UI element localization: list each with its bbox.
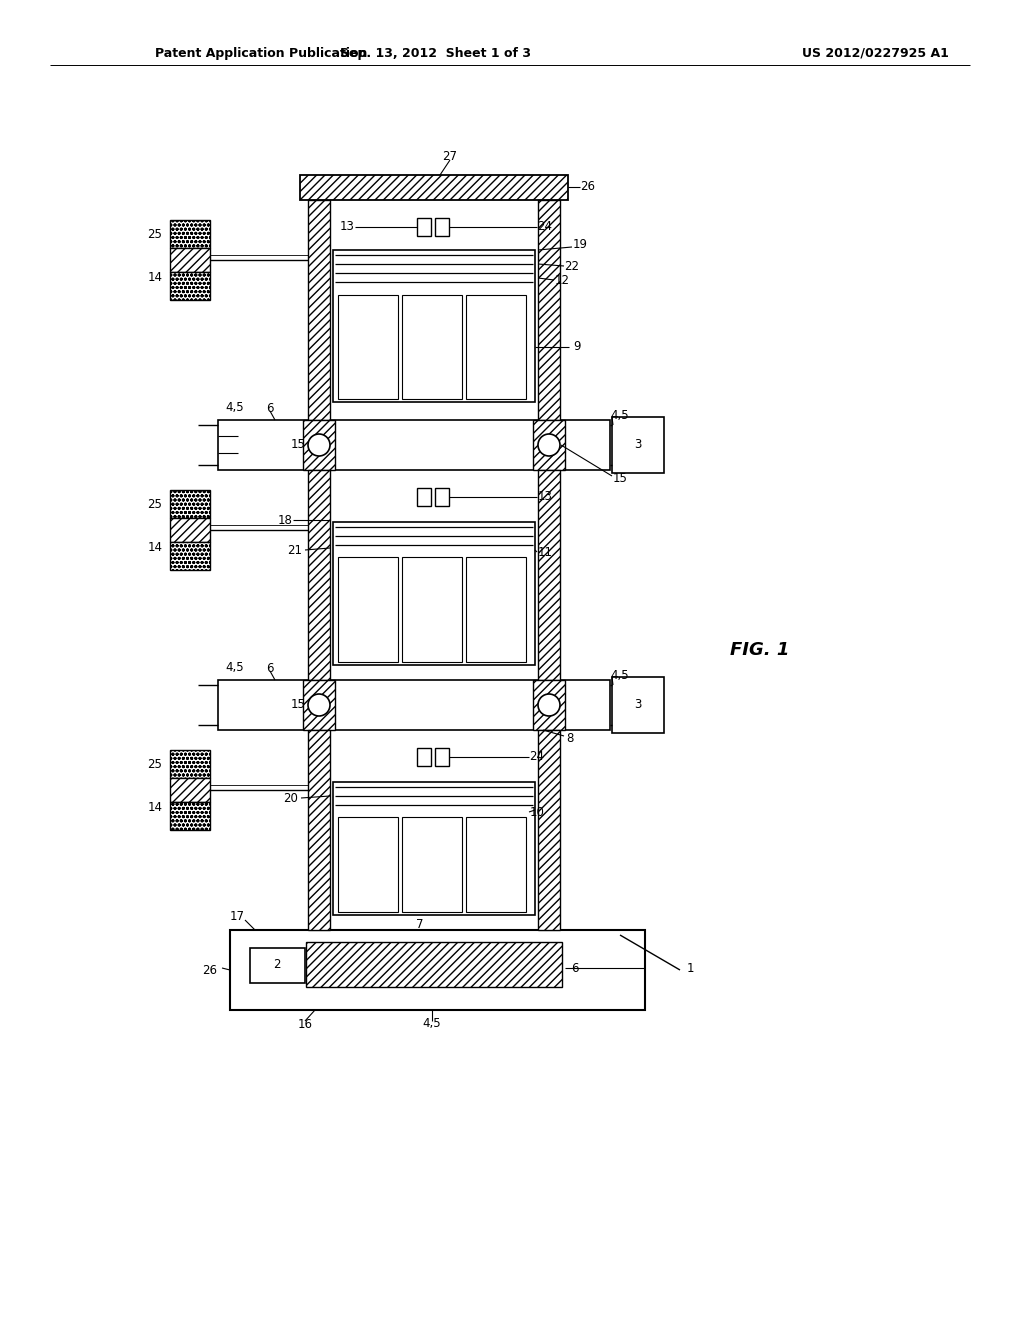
Text: 16: 16 xyxy=(298,1018,312,1031)
Text: 14: 14 xyxy=(147,541,163,554)
Bar xyxy=(170,750,210,777)
Text: 4,5: 4,5 xyxy=(610,668,630,681)
Bar xyxy=(534,420,565,470)
Text: 25: 25 xyxy=(147,498,163,511)
Bar xyxy=(538,470,560,680)
Text: 19: 19 xyxy=(572,239,588,252)
Text: 4,5: 4,5 xyxy=(423,1018,441,1031)
Bar xyxy=(308,470,330,680)
Text: 2: 2 xyxy=(273,958,281,972)
Text: Sep. 13, 2012  Sheet 1 of 3: Sep. 13, 2012 Sheet 1 of 3 xyxy=(340,46,530,59)
Bar xyxy=(170,803,210,830)
Text: 8: 8 xyxy=(566,731,573,744)
Text: 11: 11 xyxy=(538,545,553,558)
Text: 24: 24 xyxy=(529,751,545,763)
Bar xyxy=(534,680,565,730)
Text: Patent Application Publication: Patent Application Publication xyxy=(155,46,368,59)
Text: 18: 18 xyxy=(278,513,293,527)
Text: 12: 12 xyxy=(555,273,569,286)
Bar xyxy=(338,817,398,912)
Bar xyxy=(612,677,664,733)
Text: 24: 24 xyxy=(538,220,553,234)
Text: FIG. 1: FIG. 1 xyxy=(730,642,790,659)
Text: 20: 20 xyxy=(284,792,298,804)
Text: 13: 13 xyxy=(538,491,552,503)
Text: 10: 10 xyxy=(529,805,545,818)
Text: 25: 25 xyxy=(147,228,163,242)
Circle shape xyxy=(308,694,330,715)
Text: 7: 7 xyxy=(416,919,424,932)
Bar xyxy=(402,557,462,663)
Bar xyxy=(333,781,535,915)
Bar xyxy=(435,748,449,766)
Bar xyxy=(338,294,398,399)
Text: 9: 9 xyxy=(573,341,581,354)
Text: 4,5: 4,5 xyxy=(225,661,245,675)
Text: 21: 21 xyxy=(288,544,302,557)
Text: 15: 15 xyxy=(291,698,305,711)
Text: 3: 3 xyxy=(634,698,642,711)
Text: 3: 3 xyxy=(634,438,642,451)
Bar xyxy=(170,248,210,272)
Text: 1: 1 xyxy=(686,961,693,974)
Bar xyxy=(170,490,210,517)
Text: 22: 22 xyxy=(564,260,580,272)
Bar xyxy=(417,218,431,236)
Bar xyxy=(466,294,526,399)
Bar xyxy=(402,817,462,912)
Text: 13: 13 xyxy=(340,220,354,234)
Bar xyxy=(333,521,535,665)
Text: 15: 15 xyxy=(612,471,628,484)
Bar xyxy=(300,176,568,201)
Circle shape xyxy=(538,694,560,715)
Bar xyxy=(435,488,449,506)
Bar xyxy=(170,543,210,570)
Circle shape xyxy=(308,434,330,455)
Text: 14: 14 xyxy=(147,271,163,284)
Text: 6: 6 xyxy=(266,401,273,414)
Bar xyxy=(218,420,610,470)
Text: 17: 17 xyxy=(229,911,245,924)
Bar xyxy=(538,730,560,931)
Text: 26: 26 xyxy=(581,181,596,194)
Bar xyxy=(303,420,335,470)
Bar xyxy=(466,817,526,912)
Bar xyxy=(333,249,535,403)
Bar xyxy=(435,218,449,236)
Text: 25: 25 xyxy=(147,758,163,771)
Bar xyxy=(538,201,560,420)
Bar xyxy=(170,517,210,543)
Bar xyxy=(230,931,645,1010)
Bar xyxy=(308,201,330,420)
Bar xyxy=(338,557,398,663)
Text: 27: 27 xyxy=(442,150,458,164)
Bar xyxy=(308,730,330,931)
Bar xyxy=(417,488,431,506)
Text: 15: 15 xyxy=(291,438,305,451)
Text: US 2012/0227925 A1: US 2012/0227925 A1 xyxy=(802,46,948,59)
Text: 4,5: 4,5 xyxy=(610,408,630,421)
Bar xyxy=(306,942,562,987)
Bar xyxy=(402,294,462,399)
Text: 14: 14 xyxy=(147,801,163,814)
Text: 6: 6 xyxy=(571,961,579,974)
Text: 26: 26 xyxy=(203,964,217,977)
Bar xyxy=(250,948,305,983)
Bar xyxy=(170,220,210,248)
Bar xyxy=(218,680,610,730)
Text: 4,5: 4,5 xyxy=(225,401,245,414)
Bar xyxy=(612,417,664,473)
Bar xyxy=(170,777,210,803)
Circle shape xyxy=(538,434,560,455)
Text: 6: 6 xyxy=(266,661,273,675)
Bar xyxy=(170,272,210,300)
Bar xyxy=(466,557,526,663)
Bar xyxy=(303,680,335,730)
Bar xyxy=(417,748,431,766)
